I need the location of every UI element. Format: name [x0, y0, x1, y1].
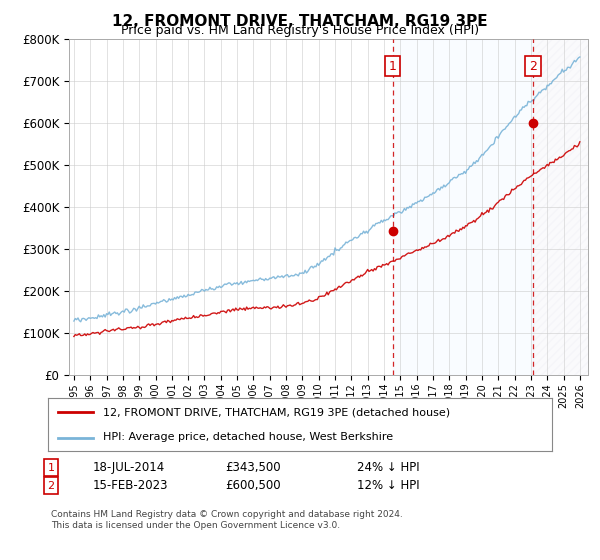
Text: 1: 1	[47, 463, 55, 473]
Text: 2: 2	[47, 480, 55, 491]
Text: 2: 2	[529, 59, 537, 73]
Text: HPI: Average price, detached house, West Berkshire: HPI: Average price, detached house, West…	[103, 432, 394, 442]
Text: 15-FEB-2023: 15-FEB-2023	[93, 479, 169, 492]
Text: £343,500: £343,500	[225, 461, 281, 474]
Text: 24% ↓ HPI: 24% ↓ HPI	[357, 461, 419, 474]
Bar	[533, 39, 588, 375]
Text: 18-JUL-2014: 18-JUL-2014	[93, 461, 165, 474]
Text: This data is licensed under the Open Government Licence v3.0.: This data is licensed under the Open Gov…	[51, 521, 340, 530]
Text: 1: 1	[389, 59, 397, 73]
Text: Contains HM Land Registry data © Crown copyright and database right 2024.: Contains HM Land Registry data © Crown c…	[51, 510, 403, 519]
Text: 12% ↓ HPI: 12% ↓ HPI	[357, 479, 419, 492]
Text: 12, FROMONT DRIVE, THATCHAM, RG19 3PE: 12, FROMONT DRIVE, THATCHAM, RG19 3PE	[112, 14, 488, 29]
Bar	[393, 39, 533, 375]
Text: Price paid vs. HM Land Registry's House Price Index (HPI): Price paid vs. HM Land Registry's House …	[121, 24, 479, 37]
Text: 12, FROMONT DRIVE, THATCHAM, RG19 3PE (detached house): 12, FROMONT DRIVE, THATCHAM, RG19 3PE (d…	[103, 408, 451, 418]
Text: £600,500: £600,500	[225, 479, 281, 492]
